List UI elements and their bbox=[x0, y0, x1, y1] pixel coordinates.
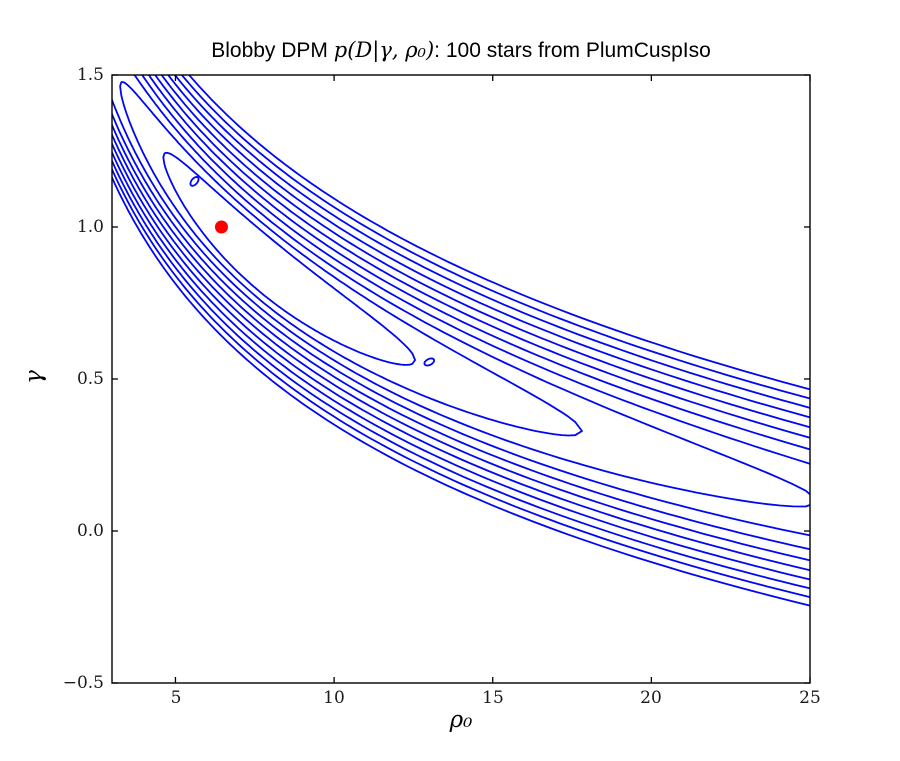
contour-group bbox=[112, 75, 810, 607]
y-tick-label: 1.5 bbox=[76, 65, 104, 85]
x-axis-label: ρ₀ bbox=[449, 707, 473, 733]
true-parameter-marker bbox=[214, 220, 228, 234]
y-tick-label: −0.5 bbox=[62, 673, 104, 693]
contour-line bbox=[119, 81, 583, 437]
contour-island bbox=[423, 357, 436, 367]
contour-line bbox=[162, 151, 416, 366]
contour-line bbox=[112, 75, 810, 599]
y-tick-label: 0.5 bbox=[76, 369, 104, 389]
contour-line bbox=[112, 75, 810, 581]
y-tick-label: 1.0 bbox=[76, 217, 104, 237]
contour-line bbox=[112, 75, 810, 607]
chart-title-math: p(D|γ, ρ₀) bbox=[333, 38, 435, 62]
chart-title-prefix: Blobby DPM bbox=[211, 39, 334, 62]
contour-line bbox=[112, 75, 810, 508]
x-tick-label: 15 bbox=[482, 688, 504, 708]
x-tick-label: 20 bbox=[640, 688, 662, 708]
contour-line bbox=[112, 75, 810, 562]
contour-line bbox=[112, 75, 810, 572]
contour-line bbox=[112, 75, 810, 590]
chart-title-suffix: : 100 stars from PlumCuspIso bbox=[434, 39, 711, 62]
axes-frame bbox=[111, 74, 811, 684]
x-tick-label: 25 bbox=[799, 688, 821, 708]
y-axis-label: γ bbox=[21, 370, 47, 384]
y-tick-label: 0.0 bbox=[76, 521, 104, 541]
contour-line bbox=[112, 75, 810, 551]
x-tick-label: 5 bbox=[170, 688, 182, 708]
chart-title: Blobby DPM p(D|γ, ρ₀): 100 stars from Pl… bbox=[61, 38, 861, 63]
contour-line bbox=[112, 75, 810, 537]
contour-island bbox=[189, 176, 200, 187]
x-tick-label: 10 bbox=[323, 688, 345, 708]
